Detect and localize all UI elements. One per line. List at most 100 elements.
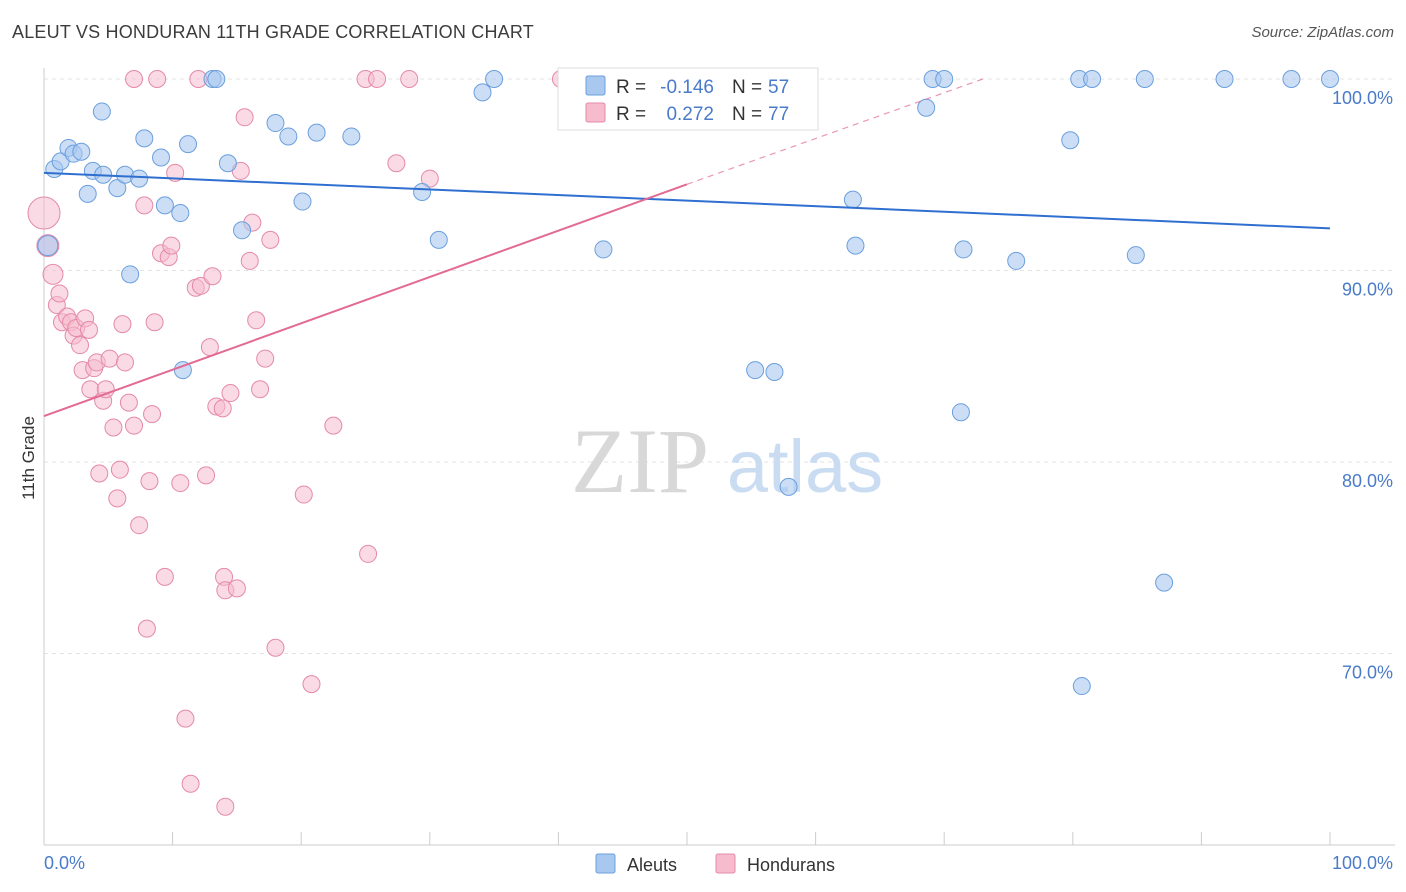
honduran-point	[130, 516, 149, 535]
legend-aleuts-swatch	[595, 853, 616, 874]
aleut-point	[135, 129, 154, 148]
aleut-point	[218, 154, 237, 173]
honduran-point	[145, 313, 164, 332]
aleut-point	[179, 135, 198, 154]
honduran-point	[200, 338, 219, 357]
aleut-point	[429, 230, 448, 249]
honduran-point	[27, 196, 61, 230]
aleut-r-label: R =	[616, 77, 646, 98]
honduran-point	[266, 638, 285, 657]
watermark-zip: ZIP	[571, 410, 709, 512]
aleut-point	[279, 127, 298, 146]
honduran-point	[42, 263, 64, 285]
honduran-point	[135, 196, 154, 215]
aleut-point	[121, 265, 140, 284]
aleut-point	[152, 148, 171, 167]
aleut-point	[1135, 70, 1154, 88]
aleut-point	[413, 182, 432, 201]
aleut-point	[951, 403, 970, 422]
aleut-point	[1321, 70, 1339, 88]
x-tick-label-max: 100.0%	[1332, 853, 1393, 873]
honduran-point	[171, 474, 190, 493]
aleut-point	[1007, 251, 1026, 270]
honduran-trend-extension	[686, 78, 983, 185]
honduran-point	[137, 619, 156, 638]
honduran-point	[50, 284, 69, 303]
aleut-point	[266, 114, 285, 133]
legend-aleuts-label: Aleuts	[627, 855, 677, 875]
y-tick-label: 90.0%	[1342, 280, 1393, 300]
honduran-point	[140, 472, 159, 491]
y-tick-label: 80.0%	[1342, 471, 1393, 491]
honduran-point	[181, 774, 200, 793]
aleut-point	[1061, 131, 1080, 150]
aleut-point	[1215, 70, 1234, 88]
aleut-point	[342, 127, 361, 146]
honduran-point	[125, 70, 144, 88]
aleut-point	[72, 142, 91, 161]
honduran-point	[166, 163, 185, 182]
honduran-point	[221, 384, 240, 403]
aleut-point	[307, 123, 326, 142]
aleut-point	[1072, 677, 1091, 696]
aleut-trend-line	[43, 171, 1331, 230]
honduran-point	[235, 108, 254, 127]
honduran-point	[104, 418, 123, 437]
honduran-point	[176, 709, 195, 728]
honduran-r-value: 0.272	[666, 104, 714, 125]
aleut-point	[37, 235, 59, 257]
aleut-point	[130, 169, 149, 188]
aleut-r-value: -0.146	[660, 77, 714, 98]
aleut-point	[1282, 70, 1301, 88]
honduran-point	[251, 380, 270, 399]
honduran-point	[90, 464, 109, 483]
honduran-point	[368, 70, 387, 88]
honduran-point	[100, 349, 119, 368]
y-tick-label: 70.0%	[1342, 663, 1393, 683]
aleut-point	[935, 70, 954, 88]
aleut-point	[171, 204, 190, 223]
honduran-n-label: N =	[732, 104, 762, 125]
honduran-point	[155, 567, 174, 586]
honduran-point	[148, 70, 167, 88]
honduran-point	[96, 380, 115, 399]
aleut-point	[293, 192, 312, 211]
honduran-points	[27, 70, 619, 816]
honduran-point	[71, 336, 90, 355]
honduran-point	[216, 797, 235, 816]
honduran-point	[227, 579, 246, 598]
aleut-point	[473, 83, 492, 102]
aleut-points	[37, 70, 1339, 696]
honduran-point	[119, 393, 138, 412]
honduran-trend-line	[43, 183, 688, 417]
honduran-point	[213, 399, 232, 418]
aleut-point	[779, 477, 798, 496]
legend-hondurans-swatch	[715, 853, 736, 874]
honduran-swatch	[585, 102, 606, 123]
honduran-point	[80, 320, 99, 339]
honduran-point	[240, 251, 259, 270]
honduran-point	[113, 315, 132, 334]
honduran-point	[261, 230, 280, 249]
honduran-point	[110, 460, 129, 479]
aleut-point	[207, 70, 226, 88]
aleut-point	[233, 221, 252, 240]
x-tick-label-min: 0.0%	[44, 853, 85, 873]
honduran-point	[247, 311, 266, 330]
aleut-n-value: 57	[768, 77, 789, 98]
honduran-point	[203, 267, 222, 286]
bottom-legend: Aleuts Hondurans	[595, 853, 835, 875]
y-tick-label: 100.0%	[1332, 88, 1393, 108]
chart-title: ALEUT VS HONDURAN 11TH GRADE CORRELATION…	[12, 22, 534, 42]
aleut-point	[485, 70, 504, 88]
honduran-point	[324, 416, 343, 435]
trend-lines	[43, 78, 1331, 417]
honduran-point	[191, 276, 210, 295]
honduran-point	[162, 236, 181, 255]
stats-legend: R = -0.146 N = 57 R = 0.272 N = 77	[557, 67, 819, 131]
aleut-point	[155, 196, 174, 215]
honduran-point	[197, 466, 216, 485]
aleut-point	[1083, 70, 1102, 88]
honduran-point	[420, 169, 439, 188]
aleut-n-label: N =	[732, 77, 762, 98]
